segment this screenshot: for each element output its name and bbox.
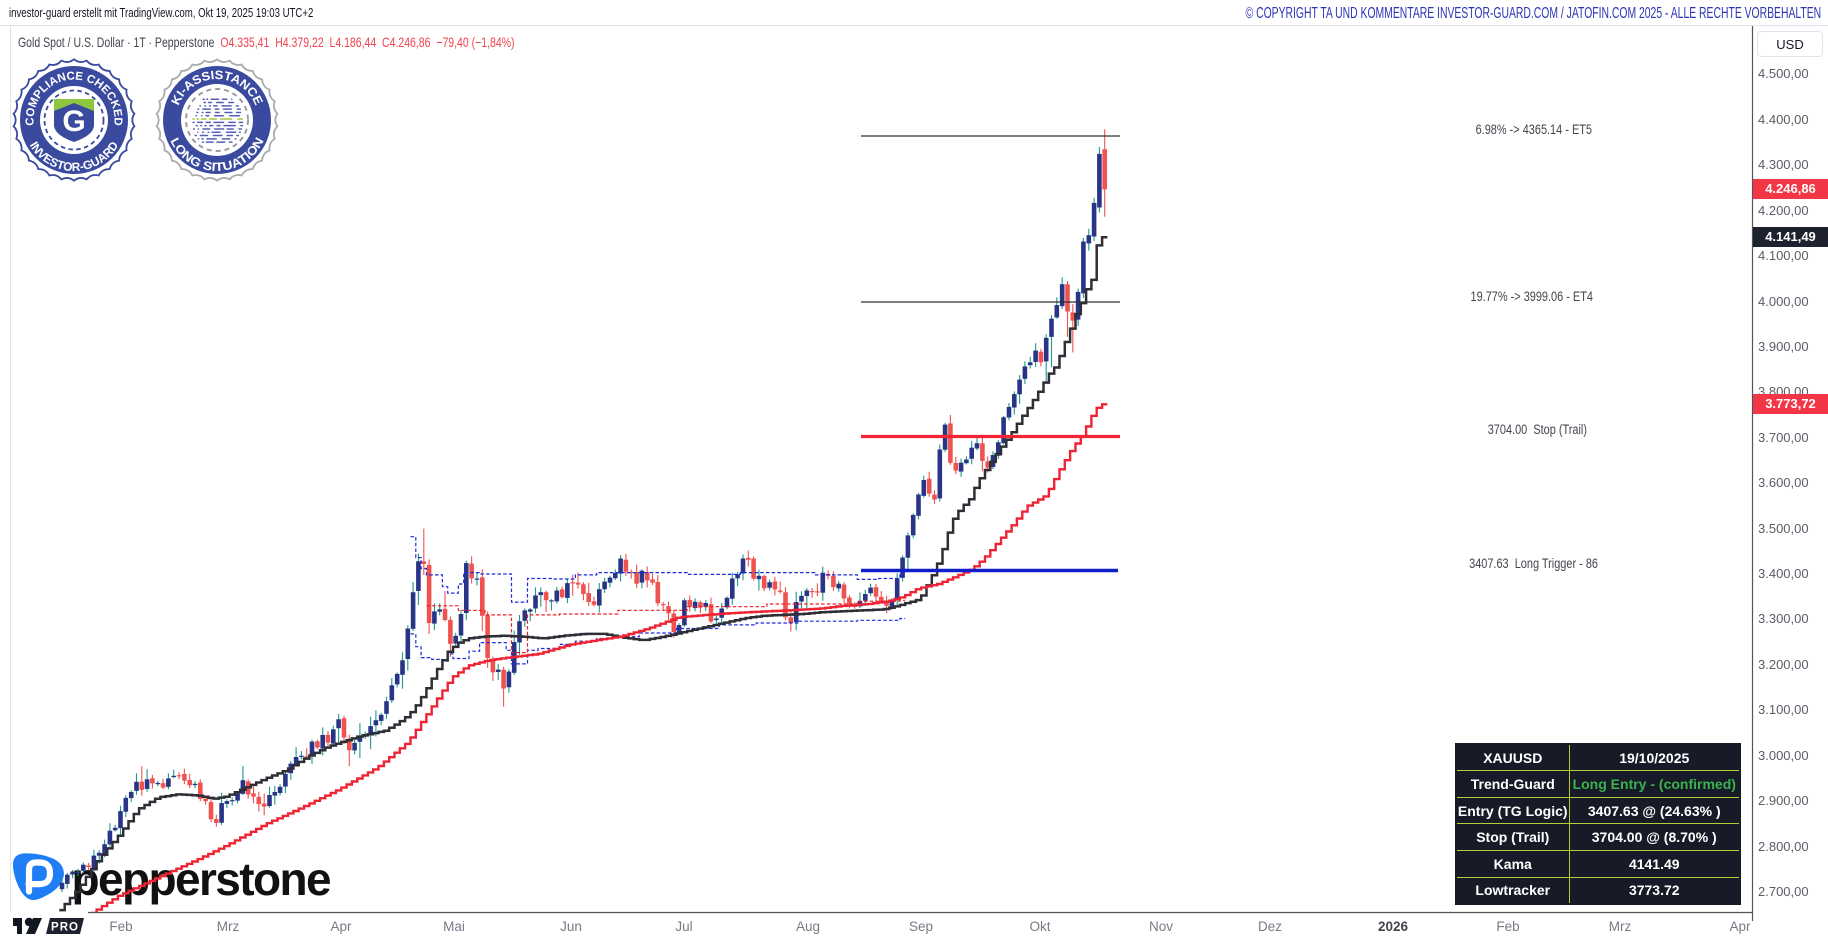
- svg-text:G: G: [62, 105, 85, 138]
- svg-text:PRO: PRO: [51, 922, 79, 934]
- svg-text:pepperstone: pepperstone: [72, 853, 331, 905]
